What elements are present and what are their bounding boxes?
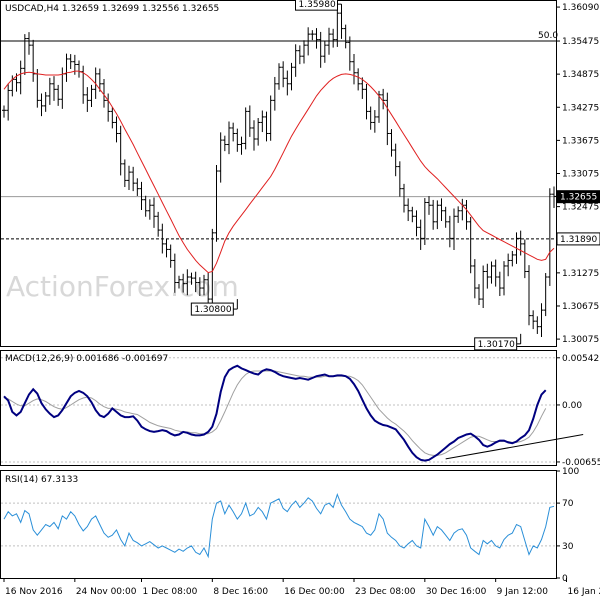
macd-trendline [445, 434, 584, 460]
price-annotation-box [190, 302, 234, 316]
x-tick-label: 16 Dec 00:00 [284, 587, 345, 597]
rsi-y-tick-label: 70 [562, 499, 574, 509]
x-tick-label: 9 Jan 12:00 [497, 587, 549, 597]
rsi-y-tick-label: 100 [562, 467, 579, 477]
price-y-tick-label: 1.34875 [562, 70, 599, 80]
price-y-tick-label: 1.35475 [562, 37, 599, 47]
x-tick-label: 16 Jan 20:00 [568, 587, 600, 597]
rsi-chart-title: RSI(14) 67.3133 [5, 475, 78, 485]
macd-panel [0, 350, 557, 466]
price-y-tick-label: 1.30675 [562, 302, 599, 312]
current-price-label: 1.32655 [560, 193, 597, 203]
x-tick-label: 1 Dec 08:00 [143, 587, 198, 597]
macd-line [3, 364, 547, 462]
rsi-panel [0, 470, 557, 579]
rsi-line [3, 493, 555, 559]
price-panel [0, 0, 557, 347]
price-y-tick-label: 1.33075 [562, 170, 599, 180]
price-y-tick-label: 1.36090 [562, 3, 599, 13]
x-tick-label: 8 Dec 16:00 [213, 587, 268, 597]
x-tick-label: 30 Dec 16:00 [426, 587, 487, 597]
moving-average-line [3, 70, 555, 274]
price-annotation-box [474, 337, 518, 351]
price-chart-title: USDCAD,H4 1.32659 1.32699 1.32556 1.3265… [5, 4, 219, 14]
fib-50-label: 50.0 [538, 31, 558, 41]
rsi-y-tick-label: 0 [562, 574, 568, 584]
price-y-tick-label: 1.32475 [562, 203, 599, 213]
price-series [2, 6, 556, 337]
rsi-y-tick-label: 30 [562, 542, 574, 552]
price-annotation-label: 1.30800 [194, 305, 231, 315]
macd-y-tick-label: -0.00655 [562, 458, 600, 468]
price-annotation-label: 1.35980 [299, 0, 336, 10]
support-price-box [556, 232, 600, 246]
macd-y-tick-label: 0.00542 [562, 354, 599, 364]
x-tick-label: 16 Nov 2016 [5, 587, 63, 597]
support-price-label: 1.31890 [560, 235, 597, 245]
price-annotation-label: 1.30170 [478, 340, 515, 350]
price-y-tick-label: 1.30075 [562, 335, 599, 345]
current-price-box [556, 190, 600, 204]
macd-chart-title: MACD(12,26,9) 0.001686 -0.001697 [5, 354, 168, 364]
price-y-tick-label: 1.31275 [562, 269, 599, 279]
price-annotation-box [295, 0, 338, 11]
x-tick-label: 24 Nov 00:00 [76, 587, 137, 597]
price-y-tick-label: 1.34275 [562, 103, 599, 113]
macd-y-tick-label: 0.00 [562, 401, 582, 411]
x-tick-label: 23 Dec 08:00 [355, 587, 416, 597]
price-y-tick-label: 1.33675 [562, 136, 599, 146]
